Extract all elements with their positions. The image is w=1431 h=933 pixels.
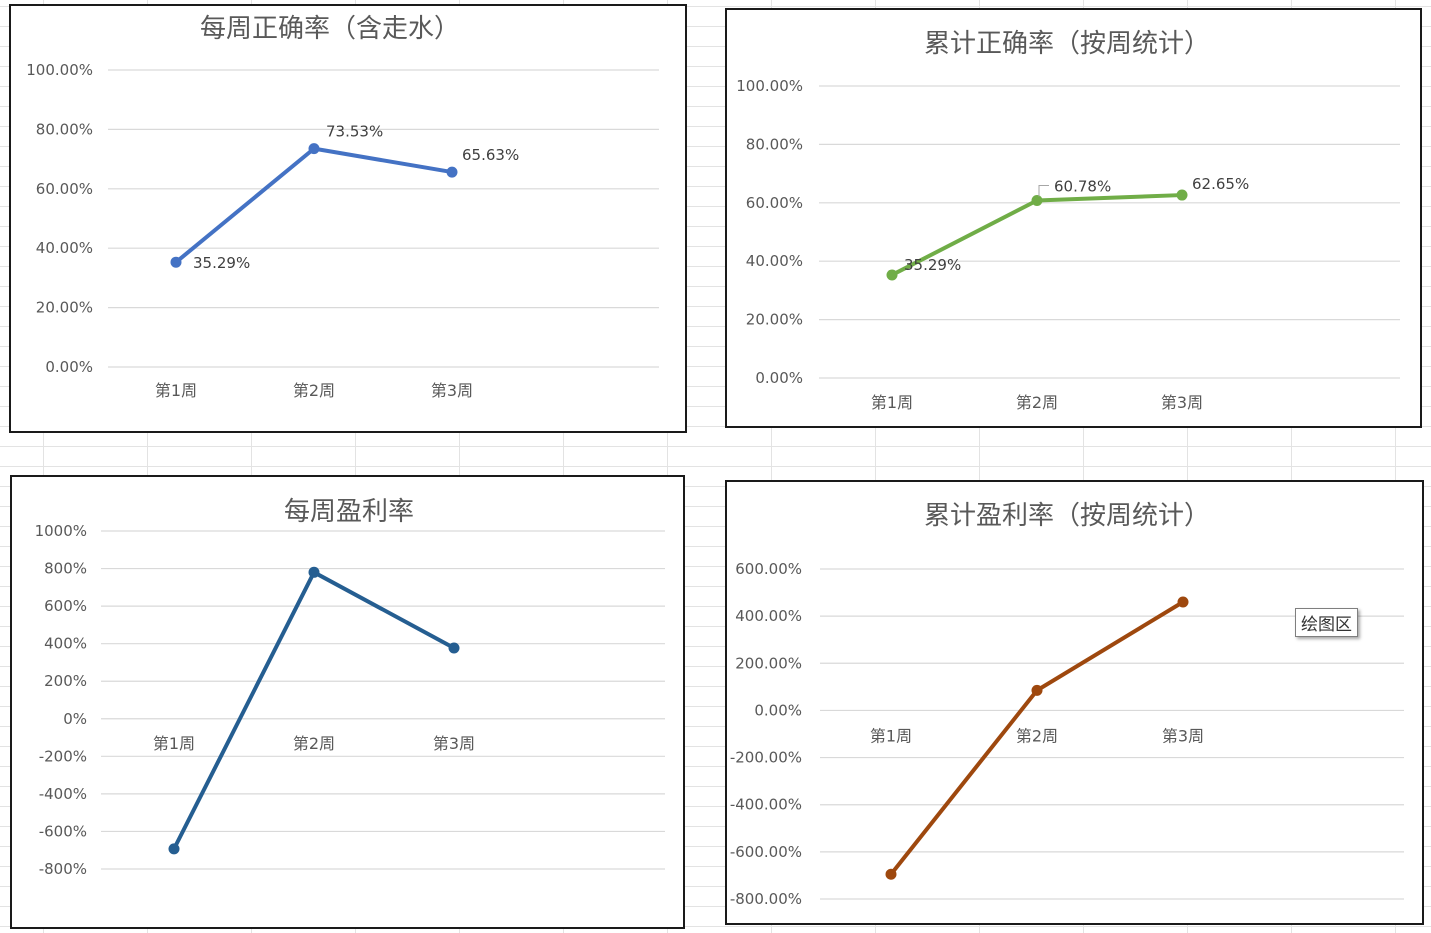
data-label: 65.63% [462, 146, 519, 164]
y-tick-label: 400.00% [735, 607, 802, 625]
y-tick-label: 600% [44, 597, 87, 615]
series-line [172, 570, 456, 851]
x-category-label: 第3周 [1161, 393, 1203, 412]
y-tick-label: -400.00% [730, 796, 802, 814]
y-tick-label: 1000% [35, 522, 87, 540]
data-point [1031, 684, 1043, 696]
data-point [1177, 596, 1189, 608]
y-tick-label: 200% [44, 672, 87, 690]
data-point [1031, 195, 1043, 207]
series-line [174, 146, 454, 265]
x-category-label: 第1周 [153, 734, 195, 753]
plot-area-tooltip: 绘图区 [1295, 608, 1358, 637]
chart-weekly-accuracy-plot: 每周正确率（含走水） 0.00% 20.00% 40.00% 60.00% 80.00% 1… [26, 14, 659, 400]
x-category-label: 第3周 [433, 734, 475, 753]
x-category-label: 第2周 [293, 381, 335, 400]
y-tick-label: 0% [63, 710, 87, 728]
data-point [886, 269, 898, 281]
data-point [448, 642, 460, 654]
data-point [170, 256, 182, 268]
chart-cumulative-accuracy[interactable]: 累计正确率（按周统计） 0.00% 20.00% 40.00% 60.00% 80.00%… [725, 8, 1422, 428]
y-tick-label: 0.00% [755, 369, 803, 387]
y-tick-label: 80.00% [36, 120, 93, 138]
chart-title: 每周正确率（含走水） [200, 14, 460, 44]
x-category-label: 第3周 [1162, 726, 1204, 745]
y-tick-label: 20.00% [746, 311, 803, 329]
data-point [168, 843, 180, 855]
y-tick-label: 60.00% [36, 180, 93, 198]
y-tick-label: 80.00% [746, 135, 803, 153]
x-category-label: 第1周 [870, 726, 912, 745]
chart-weekly-profit[interactable]: 每周盈利率 -800% -600% -400% -200% 0% 200% 400% 600% 8… [10, 475, 685, 929]
data-label: 73.53% [326, 123, 383, 141]
x-category-label: 第1周 [871, 393, 913, 412]
y-tick-label: 20.00% [36, 299, 93, 317]
chart-weekly-accuracy[interactable]: 每周正确率（含走水） 0.00% 20.00% 40.00% 60.00% 80.00% 1… [9, 4, 687, 433]
y-tick-label: -200.00% [730, 749, 802, 767]
y-tick-label: 40.00% [746, 252, 803, 270]
data-label-leader [1038, 185, 1049, 197]
data-label: 60.78% [1054, 178, 1111, 196]
data-label: 35.29% [904, 256, 961, 274]
data-point [308, 566, 320, 578]
chart-title: 累计盈利率（按周统计） [924, 501, 1210, 531]
x-category-label: 第2周 [1016, 726, 1058, 745]
y-tick-label: -400% [39, 785, 87, 803]
data-point [308, 143, 320, 155]
chart-title: 每周盈利率 [284, 497, 414, 527]
chart-cumulative-profit-plot: 累计盈利率（按周统计） -800.00% -600.00% -400.00% -200.… [730, 501, 1404, 908]
y-tick-label: 0.00% [754, 701, 802, 719]
y-tick-label: -800% [39, 860, 87, 878]
chart-cumulative-accuracy-plot: 累计正确率（按周统计） 0.00% 20.00% 40.00% 60.00% 80.00%… [736, 29, 1400, 412]
y-tick-label: 200.00% [735, 654, 802, 672]
y-tick-label: 100.00% [736, 77, 803, 95]
y-tick-label: 40.00% [36, 239, 93, 257]
y-tick-label: 800% [44, 560, 87, 578]
chart-cumulative-profit[interactable]: 累计盈利率（按周统计） -800.00% -600.00% -400.00% -200.… [725, 480, 1424, 925]
y-tick-label: -600% [39, 822, 87, 840]
y-tick-label: 0.00% [45, 358, 93, 376]
x-category-label: 第3周 [431, 381, 473, 400]
data-point [1176, 189, 1188, 201]
y-tick-label: -800.00% [730, 890, 802, 908]
y-tick-label: 60.00% [746, 194, 803, 212]
x-category-label: 第1周 [155, 381, 197, 400]
chart-title: 累计正确率（按周统计） [924, 29, 1210, 59]
y-tick-label: 400% [44, 635, 87, 653]
data-point [446, 166, 458, 178]
x-category-label: 第2周 [1016, 393, 1058, 412]
y-tick-label: -600.00% [730, 843, 802, 861]
chart-weekly-profit-plot: 每周盈利率 -800% -600% -400% -200% 0% 200% 400% 600% 8… [35, 497, 665, 878]
y-tick-label: 100.00% [26, 61, 93, 79]
y-tick-label: 600.00% [735, 560, 802, 578]
y-tick-label: -200% [39, 747, 87, 765]
data-label: 35.29% [193, 254, 250, 272]
data-label: 62.65% [1192, 175, 1249, 193]
x-category-label: 第2周 [293, 734, 335, 753]
data-point [885, 868, 897, 880]
